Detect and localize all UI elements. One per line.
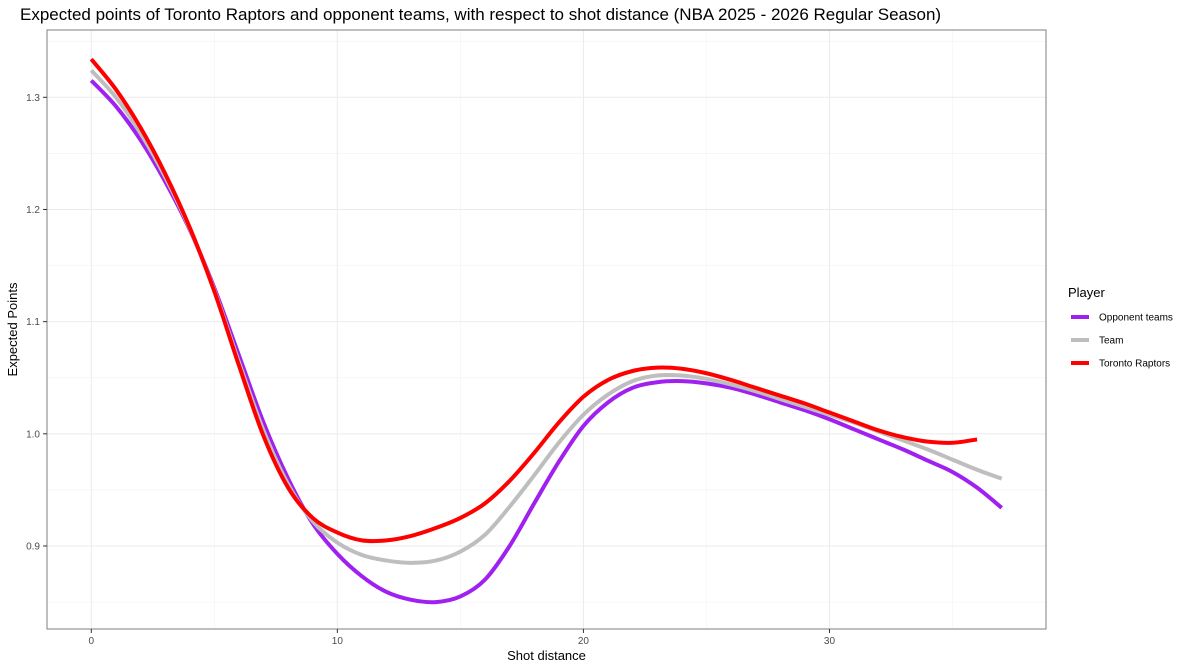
major-gridlines — [47, 30, 1046, 629]
x-axis: 0 10 20 30 — [89, 629, 836, 647]
plot-panel — [46, 29, 1047, 630]
minor-gridlines — [47, 30, 1046, 629]
x-axis-title: Shot distance — [507, 648, 586, 663]
y-tick-label: 1.1 — [26, 317, 40, 328]
plot-border — [46, 29, 1047, 630]
y-tick-label: 0.9 — [26, 541, 40, 552]
plot-background — [47, 30, 1046, 629]
y-axis: 0.9 1.0 1.1 1.2 1.3 — [26, 93, 47, 552]
x-tick-label: 0 — [89, 636, 95, 647]
y-axis-title: Expected Points — [5, 282, 20, 376]
legend-title: Player — [1068, 285, 1106, 300]
x-tick-label: 10 — [332, 636, 344, 647]
legend: Player Opponent teams Team Toronto Raptors — [1068, 285, 1173, 370]
y-tick-label: 1.0 — [26, 429, 40, 440]
legend-items: Opponent teams Team Toronto Raptors — [1071, 313, 1173, 370]
x-tick-label: 30 — [824, 636, 836, 647]
y-tick-label: 1.3 — [26, 93, 40, 104]
legend-label-opponent-teams: Opponent teams — [1099, 313, 1173, 324]
chart-title: Expected points of Toronto Raptors and o… — [20, 5, 941, 24]
series-line-toronto-raptors — [89, 57, 978, 544]
legend-label-toronto-raptors: Toronto Raptors — [1099, 359, 1170, 370]
x-tick-label: 20 — [578, 636, 590, 647]
y-tick-label: 1.2 — [26, 205, 40, 216]
series-line-opponent-teams — [89, 79, 1003, 605]
legend-label-team: Team — [1099, 336, 1123, 347]
series-layer — [89, 57, 1003, 605]
